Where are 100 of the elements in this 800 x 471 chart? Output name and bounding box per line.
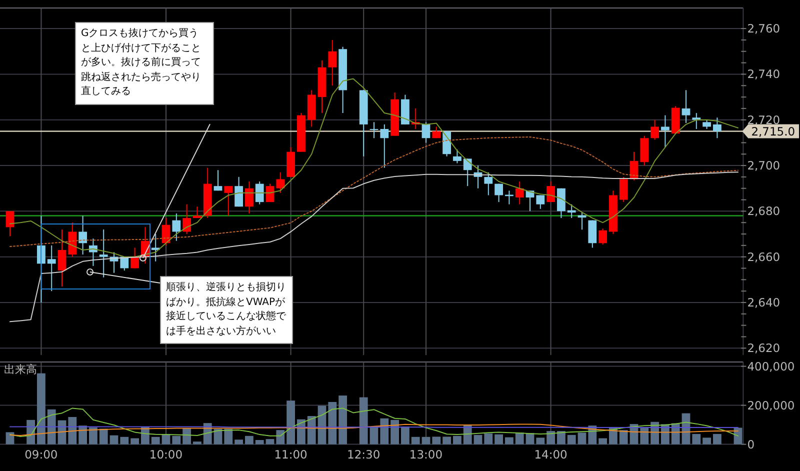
bar	[515, 432, 524, 444]
candlestick	[702, 119, 711, 130]
candlestick	[130, 247, 139, 269]
bar	[6, 432, 14, 444]
candlestick	[58, 228, 66, 288]
bar	[120, 436, 129, 444]
candlestick	[422, 122, 430, 144]
bar	[474, 434, 482, 444]
candlestick	[328, 39, 337, 86]
bar	[89, 427, 98, 444]
candlestick	[276, 172, 285, 194]
candlestick	[224, 186, 233, 216]
annotation: Gクロスも抜けてから買うと上ひげ付けて下がることが多い。抜ける前に買って跳ね返されたら売ってやり直してみる	[75, 22, 214, 104]
candlestick	[172, 212, 181, 242]
candlestick	[682, 90, 690, 124]
bar	[702, 438, 711, 444]
y-tick-label: 200,000	[747, 398, 795, 412]
candlestick	[370, 122, 378, 139]
candlestick	[557, 188, 566, 219]
bar	[567, 434, 576, 444]
ref-line-label: 2,715.0	[751, 124, 796, 138]
bar	[286, 400, 295, 444]
candlestick	[47, 244, 56, 292]
bar	[151, 436, 160, 444]
bar	[713, 434, 722, 444]
y-tick-label: 2,620	[747, 341, 780, 356]
bar	[442, 436, 451, 444]
bar	[182, 428, 191, 444]
bar	[619, 430, 628, 444]
candlestick	[640, 135, 649, 166]
y-tick-label: 2,660	[747, 250, 780, 264]
candlestick	[650, 119, 659, 140]
candlestick	[6, 210, 14, 237]
candlestick	[463, 158, 472, 187]
y-tick-label: 400,000	[747, 359, 795, 374]
x-tick-label: 10:00	[149, 447, 183, 462]
bar	[245, 436, 254, 444]
candlestick	[494, 183, 503, 203]
bar	[338, 396, 347, 444]
candlestick	[598, 228, 607, 246]
bar	[453, 436, 462, 444]
candlestick	[68, 222, 77, 258]
bar	[172, 436, 181, 444]
bar	[110, 435, 118, 444]
y-axis-title: 出来高	[4, 363, 37, 376]
candlestick	[661, 114, 670, 148]
x-tick-label: 12:30	[347, 447, 380, 462]
y-tick-label: 2,720	[747, 112, 780, 127]
candlestick	[588, 220, 597, 248]
candlestick	[214, 170, 222, 192]
bar	[557, 431, 566, 444]
candlestick	[515, 181, 524, 205]
candlestick	[99, 228, 108, 278]
candlestick	[619, 176, 628, 203]
candlestick	[245, 181, 254, 214]
bar	[536, 438, 545, 444]
y-tick-label: 2,680	[747, 204, 780, 218]
bar	[99, 428, 108, 444]
bar	[432, 436, 441, 444]
candlestick	[692, 112, 701, 130]
bar	[546, 431, 555, 444]
candlestick	[78, 215, 87, 256]
bar	[692, 434, 701, 444]
bar	[224, 428, 233, 444]
y-tick-label: 2,640	[747, 295, 780, 310]
bar	[37, 373, 46, 444]
bar	[234, 440, 243, 444]
candlestick	[536, 194, 545, 210]
x-tick-label: 14:00	[534, 447, 568, 462]
x-tick-label: 11:00	[274, 447, 308, 462]
candlestick	[182, 204, 191, 235]
y-tick-label: 2,740	[747, 67, 780, 82]
bar	[68, 416, 77, 444]
bar	[255, 440, 264, 444]
bar	[193, 442, 202, 444]
candlestick	[453, 149, 462, 164]
bar	[380, 418, 389, 444]
bar	[411, 436, 420, 444]
bar	[640, 428, 649, 444]
bar	[130, 438, 139, 444]
candlestick	[713, 117, 722, 139]
y-tick-label: 2,700	[747, 158, 780, 173]
candlestick	[255, 181, 264, 205]
line-series	[10, 424, 738, 436]
bar	[494, 434, 503, 444]
candlestick	[151, 234, 160, 262]
bar	[578, 432, 586, 444]
candlestick	[505, 190, 514, 205]
bar	[328, 402, 337, 444]
candlestick	[484, 172, 493, 196]
bar	[505, 437, 514, 444]
bar	[422, 436, 430, 444]
annotation: 順張り、逆張りとも損切りばかり。抵抗線とVWAPが接近しているこんな状態では手を出さない方がいい	[160, 276, 293, 344]
candlestick	[234, 176, 243, 208]
y-tick-label: 0	[747, 437, 755, 452]
bar	[401, 426, 410, 444]
bar	[370, 426, 378, 444]
x-tick-label: 13:00	[409, 447, 443, 462]
bar	[266, 439, 274, 444]
bar	[484, 433, 493, 444]
